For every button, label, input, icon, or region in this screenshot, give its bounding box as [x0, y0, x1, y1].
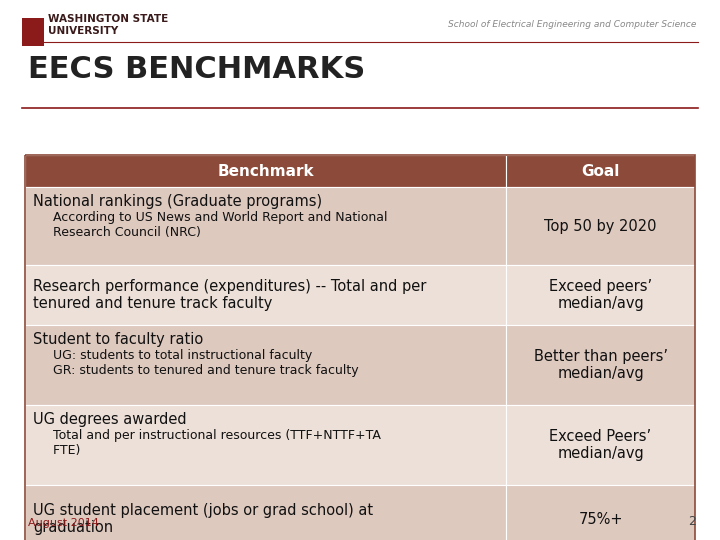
Text: School of Electrical Engineering and Computer Science: School of Electrical Engineering and Com…: [448, 20, 696, 29]
Text: Goal: Goal: [581, 164, 620, 179]
Text: EECS BENCHMARKS: EECS BENCHMARKS: [28, 55, 365, 84]
Text: Total and per instructional resources (TTF+NTTF+TA
     FTE): Total and per instructional resources (T…: [33, 429, 381, 457]
Text: Benchmark: Benchmark: [217, 164, 314, 179]
FancyBboxPatch shape: [506, 485, 695, 540]
FancyBboxPatch shape: [506, 155, 695, 187]
Text: Better than peers’
median/avg: Better than peers’ median/avg: [534, 349, 667, 381]
FancyBboxPatch shape: [506, 325, 695, 405]
Text: UNIVERSITY: UNIVERSITY: [48, 26, 118, 36]
Text: August 2014: August 2014: [28, 518, 99, 528]
FancyBboxPatch shape: [25, 265, 506, 325]
FancyBboxPatch shape: [25, 405, 506, 485]
FancyBboxPatch shape: [25, 485, 506, 540]
Text: According to US News and World Report and National
     Research Council (NRC): According to US News and World Report an…: [33, 211, 387, 239]
Text: Top 50 by 2020: Top 50 by 2020: [544, 219, 657, 233]
Text: National rankings (Graduate programs): National rankings (Graduate programs): [33, 194, 322, 209]
Text: Research performance (expenditures) -- Total and per
tenured and tenure track fa: Research performance (expenditures) -- T…: [33, 279, 426, 311]
FancyBboxPatch shape: [25, 155, 506, 187]
Text: Student to faculty ratio: Student to faculty ratio: [33, 332, 203, 347]
Text: UG: students to total instructional faculty
     GR: students to tenured and ten: UG: students to total instructional facu…: [33, 349, 359, 377]
Text: 2: 2: [688, 515, 696, 528]
Text: 75%+: 75%+: [578, 511, 623, 526]
FancyBboxPatch shape: [22, 18, 44, 46]
FancyBboxPatch shape: [506, 187, 695, 265]
FancyBboxPatch shape: [25, 325, 506, 405]
Text: Exceed peers’
median/avg: Exceed peers’ median/avg: [549, 279, 652, 311]
FancyBboxPatch shape: [506, 405, 695, 485]
FancyBboxPatch shape: [506, 265, 695, 325]
Text: UG student placement (jobs or grad school) at
graduation: UG student placement (jobs or grad schoo…: [33, 503, 373, 535]
Text: Exceed Peers’
median/avg: Exceed Peers’ median/avg: [549, 429, 652, 461]
Text: WASHINGTON STATE: WASHINGTON STATE: [48, 14, 168, 24]
FancyBboxPatch shape: [25, 187, 506, 265]
Text: UG degrees awarded: UG degrees awarded: [33, 412, 186, 427]
